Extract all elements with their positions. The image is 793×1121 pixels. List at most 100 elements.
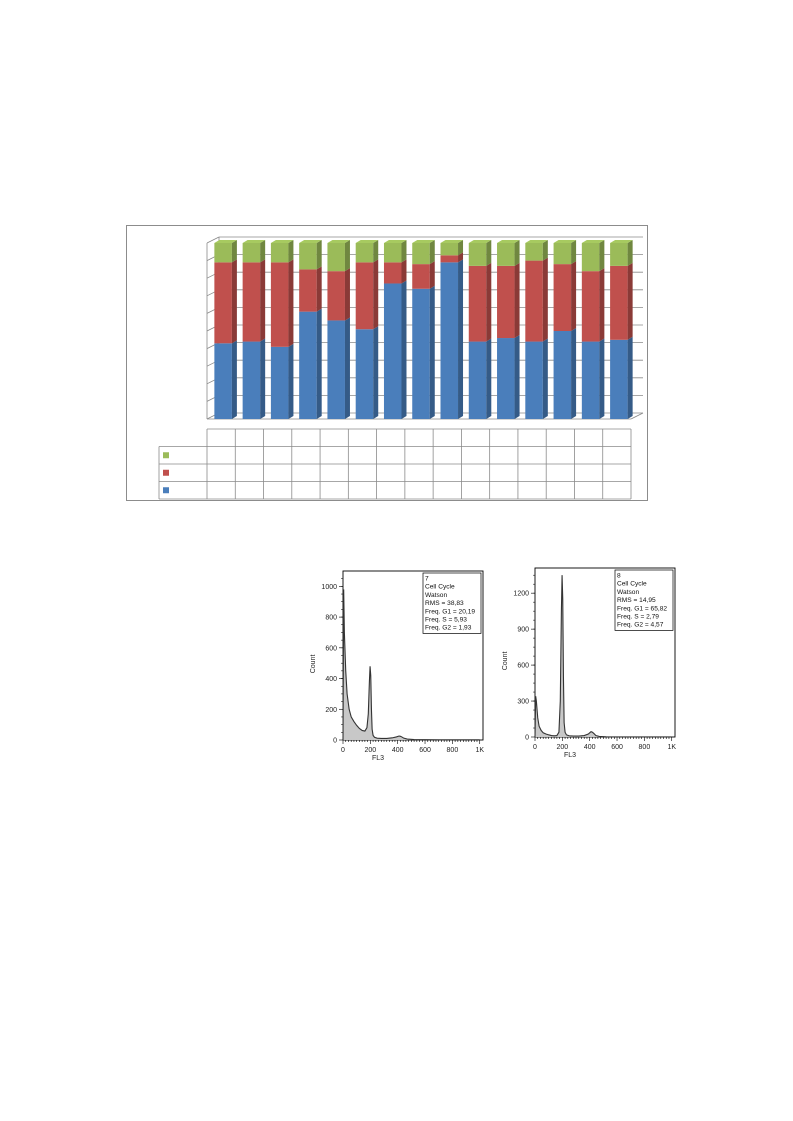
bar-13-series-2	[581, 243, 600, 272]
stats-line: 8	[617, 573, 621, 580]
bar-13-series-1	[581, 271, 600, 342]
bar-side-1-series-2	[260, 240, 266, 263]
bar-side-11-series-0	[542, 338, 548, 419]
y-tick-label: 800	[325, 615, 337, 622]
y-axis-label: Count	[310, 655, 317, 674]
bar-8-series-0	[440, 262, 459, 419]
x-tick-label: 400	[584, 744, 596, 751]
histogram-7-svg	[110, 560, 300, 765]
stats-line: Freq. S = 5,93	[425, 617, 467, 624]
histogram-sample-7	[110, 560, 300, 765]
bar-side-9-series-2	[486, 240, 492, 266]
bar-10-series-1	[497, 265, 515, 339]
bar-1-series-0	[242, 341, 261, 419]
bar-7-series-1	[412, 264, 430, 289]
x-axis-label: FL3	[564, 752, 576, 759]
x-tick-label: 400	[392, 747, 404, 754]
stats-box	[614, 569, 674, 631]
stacked-bar-svg	[158, 236, 644, 500]
bar-top-12	[553, 240, 577, 243]
bar-side-13-series-2	[599, 240, 605, 272]
bar-side-11-series-2	[542, 240, 548, 261]
bar-side-7-series-2	[429, 240, 435, 265]
bar-13-series-0	[581, 341, 600, 419]
x-tick-label: 800	[639, 744, 651, 751]
bar-side-3-series-1	[316, 266, 322, 312]
histogram-8-svg: 0 200 400 600 800 1K FL3 0 200 400 600 800 1000 Count…	[310, 570, 484, 762]
bar-top-2	[270, 240, 294, 243]
bar-top-11	[525, 240, 548, 243]
bar-3-series-2	[299, 243, 317, 270]
bar-11-series-1	[525, 260, 543, 342]
bar-side-3-series-2	[316, 240, 322, 270]
bar-3-series-1	[299, 269, 317, 312]
bar-14-series-1	[610, 265, 628, 340]
bar-side-4-series-1	[344, 268, 350, 321]
bar-top-13	[581, 240, 605, 243]
bar-12-series-0	[553, 331, 572, 419]
y-tick-label: 200	[325, 707, 337, 714]
bar-8-series-2	[440, 243, 459, 256]
bar-12-series-2	[553, 243, 572, 265]
bar-side-12-series-2	[571, 240, 577, 265]
bar-6-series-0	[383, 283, 402, 419]
histogram-line	[342, 589, 480, 741]
bar-side-9-series-0	[486, 338, 492, 419]
bar-0-series-0	[214, 343, 232, 419]
bar-side-6-series-0	[401, 280, 407, 419]
bar-side-2-series-0	[288, 343, 294, 419]
bar-side-13-series-1	[599, 268, 605, 342]
bar-11-series-2	[525, 243, 543, 261]
bar-10-series-0	[497, 338, 515, 419]
bar-side-5-series-1	[373, 259, 379, 330]
bar-1-series-2	[242, 243, 261, 263]
bar-top-0	[214, 240, 237, 243]
bar-7-series-0	[412, 288, 430, 419]
bar-0-series-1	[214, 262, 232, 344]
stats-line: Freq. G1 = 65,82	[617, 605, 667, 612]
bar-side-12-series-1	[571, 261, 577, 331]
x-tick-label: 0	[341, 747, 345, 754]
y-tick-label: 300	[517, 699, 529, 706]
bar-top-10	[497, 240, 520, 243]
bar-5-series-1	[355, 262, 374, 330]
bar-12-series-1	[553, 264, 572, 331]
bar-side-9-series-1	[486, 262, 492, 342]
bar-11-series-0	[525, 341, 543, 419]
gridline-side	[206, 236, 220, 244]
stacked-bar-chart	[126, 225, 648, 501]
legend-key-1	[163, 469, 169, 476]
y-tick-label: 1200	[513, 591, 529, 598]
bar-side-10-series-1	[514, 262, 520, 339]
stats-line: RMS = 38,83	[425, 600, 464, 607]
histogram-sample-8: 0 200 400 600 800 1K FL3 0 200 400 600 800 1000 Count…	[303, 563, 493, 768]
bar-side-0-series-0	[231, 340, 237, 419]
y-tick-label: 900	[517, 627, 529, 634]
bar-side-1-series-1	[260, 259, 266, 342]
bar-7-series-2	[412, 243, 430, 265]
bar-side-10-series-0	[514, 335, 520, 419]
bar-side-5-series-2	[373, 240, 379, 263]
bar-2-series-0	[270, 346, 289, 419]
bar-side-7-series-1	[429, 261, 435, 289]
y-tick-label: 1000	[321, 584, 337, 591]
bar-2-series-2	[270, 243, 289, 263]
bar-side-1-series-0	[260, 338, 266, 419]
histogram-ht29-svg: 0 200 400 600 800 1K FL3 0 300 600 900 1200 Count 8Ce…	[502, 567, 676, 759]
bar-5-series-0	[355, 329, 374, 419]
bar-top-8	[440, 240, 464, 243]
bar-4-series-0	[327, 320, 345, 419]
bar-side-14-series-2	[627, 240, 633, 266]
stats-line: Freq. G1 = 20,19	[425, 608, 475, 615]
bar-side-7-series-0	[429, 285, 435, 419]
stats-box	[422, 572, 482, 634]
bar-side-8-series-2	[458, 240, 464, 256]
legend-key-2	[163, 487, 169, 494]
legend-key-0	[163, 452, 169, 459]
bar-top-1	[242, 240, 266, 243]
bar-9-series-0	[468, 341, 487, 419]
x-tick-label: 1K	[667, 744, 676, 751]
x-tick-label: 800	[447, 747, 459, 754]
bar-top-14	[610, 240, 633, 243]
x-tick-label: 600	[611, 744, 623, 751]
